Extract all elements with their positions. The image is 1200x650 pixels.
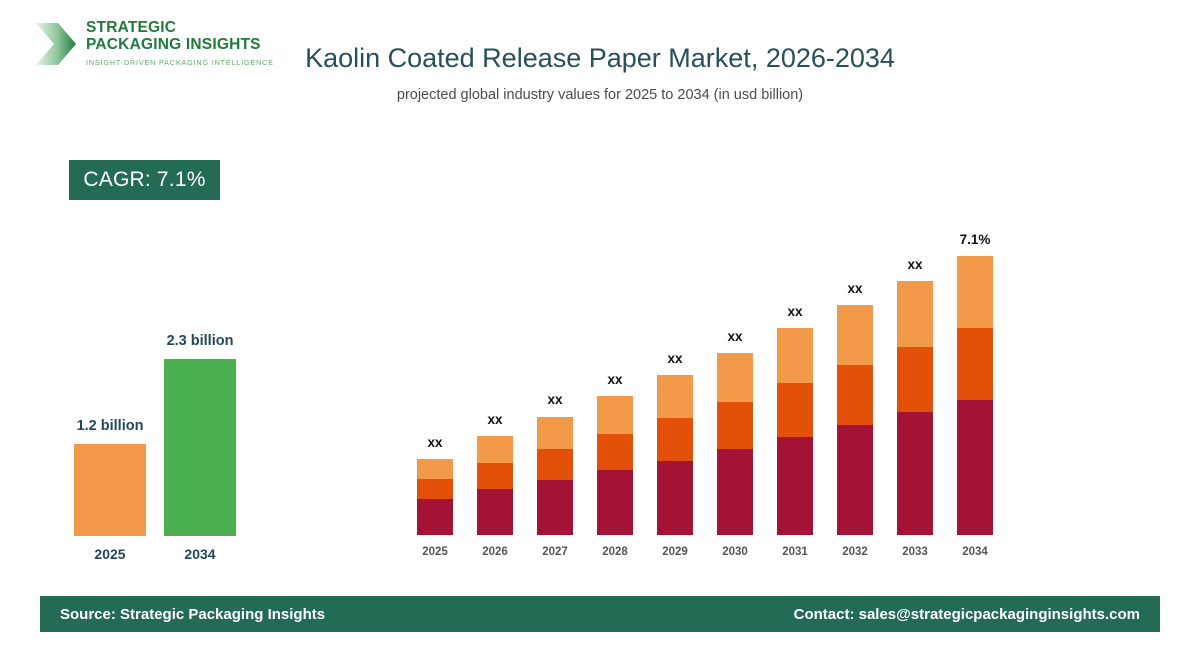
stacked-bar-value-label: xx — [547, 392, 563, 407]
stacked-bar-year-label: 2027 — [542, 546, 568, 558]
stacked-bar-segment-top — [957, 256, 993, 328]
stacked-bar-segment-middle — [777, 383, 813, 437]
stacked-bar-segment-bottom — [657, 461, 693, 535]
stacked-bar-year-label: 2030 — [722, 546, 748, 558]
stacked-bar-value-label: xx — [727, 329, 743, 344]
stacked-bar-value-label: xx — [607, 372, 623, 387]
stacked-bar-segment-top — [477, 436, 513, 463]
cagr-label: CAGR: 7.1% — [83, 168, 206, 191]
stacked-bar-year-label: 2026 — [482, 546, 508, 558]
stacked-bar-segment-middle — [597, 434, 633, 470]
footer-contact: Contact: sales@strategicpackaginginsight… — [793, 605, 1140, 623]
comparison-bar-group: 2.3 billion — [164, 333, 236, 536]
stacked-bar — [837, 305, 873, 535]
stacked-bar-year-label: 2031 — [782, 546, 808, 558]
page-title: Kaolin Coated Release Paper Market, 2026… — [305, 43, 895, 73]
stacked-bar-segment-middle — [957, 328, 993, 400]
stacked-bar-year-label: 2033 — [902, 546, 928, 558]
logo-line-2: PACKAGING INSIGHTS — [86, 35, 261, 53]
stacked-bar-segment-middle — [897, 347, 933, 412]
stacked-bar — [417, 459, 453, 535]
stacked-bar-segment-top — [597, 396, 633, 434]
logo-tagline: INSIGHT-DRIVEN PACKAGING INTELLIGENCE — [86, 58, 274, 67]
stacked-bar-value-label: xx — [847, 281, 863, 296]
page-subtitle: projected global industry values for 202… — [396, 87, 804, 103]
cagr-badge: CAGR: 7.1% — [69, 160, 220, 200]
brand-logo: STRATEGIC PACKAGING INSIGHTS INSIGHT-DRI… — [34, 18, 284, 80]
stacked-bar-segment-top — [417, 459, 453, 479]
stacked-bar — [957, 256, 993, 535]
comparison-bar-value-label: 1.2 billion — [76, 418, 144, 434]
stacked-bar-value-label: xx — [787, 304, 803, 319]
brand-logo-text: STRATEGIC PACKAGING INSIGHTS INSIGHT-DRI… — [86, 18, 274, 67]
stacked-bar — [657, 375, 693, 535]
logo-line-1: STRATEGIC — [86, 19, 177, 36]
stacked-bar-segment-bottom — [477, 489, 513, 535]
stacked-bar-segment-bottom — [537, 480, 573, 535]
stacked-bar-segment-bottom — [717, 449, 753, 535]
comparison-bar — [164, 359, 236, 536]
stacked-bar-segment-top — [657, 375, 693, 418]
stacked-bar-segment-top — [837, 305, 873, 365]
stacked-bar-year-label: 2034 — [962, 546, 988, 558]
stacked-bar-year-label: 2028 — [602, 546, 628, 558]
stacked-bar — [717, 353, 753, 535]
stacked-bar-segment-bottom — [417, 499, 453, 535]
stacked-bar-segment-bottom — [957, 400, 993, 535]
stacked-bar — [477, 436, 513, 535]
stacked-bar-year-label: 2032 — [842, 546, 868, 558]
stacked-bar-segment-middle — [537, 449, 573, 480]
stacked-bar-chart: xx 2025 xx 2026 xx 2027 xx 2028 xx 2029 xx 2030 xx 20… — [400, 180, 1020, 560]
stacked-bar-segment-bottom — [597, 470, 633, 535]
stacked-bar-year-label: 2025 — [422, 546, 448, 558]
stacked-bar-segment-middle — [657, 418, 693, 461]
stacked-bar-value-label: 7.1% — [959, 232, 991, 247]
stacked-bar-segment-top — [537, 417, 573, 449]
comparison-bar-year-label: 2034 — [184, 546, 216, 562]
comparison-bar — [74, 444, 146, 536]
stacked-bar-value-label: xx — [907, 257, 923, 272]
footer-bar: Source: Strategic Packaging Insights Con… — [40, 596, 1160, 632]
comparison-bar-chart: 1.2 billion 2025 2.3 billion 2034 — [50, 300, 300, 570]
stacked-bar-segment-top — [717, 353, 753, 402]
chevron-right-icon — [34, 21, 78, 67]
comparison-bar-value-label: 2.3 billion — [166, 333, 234, 349]
stacked-bar — [537, 416, 573, 535]
stacked-bar — [897, 281, 933, 535]
stacked-bar-segment-middle — [717, 401, 753, 450]
stacked-bar-segment-top — [897, 281, 933, 347]
footer-source: Source: Strategic Packaging Insights — [60, 605, 326, 623]
stacked-bar-year-label: 2029 — [662, 546, 688, 558]
comparison-bar-group: 1.2 billion — [74, 336, 146, 536]
stacked-bar-segment-middle — [477, 463, 513, 489]
stacked-bar — [597, 396, 633, 535]
stacked-bar-segment-top — [777, 328, 813, 383]
stacked-bar-value-label: xx — [667, 351, 683, 366]
title-block: Kaolin Coated Release Paper Market, 2026… — [300, 40, 900, 103]
stacked-bar-value-label: xx — [427, 435, 443, 450]
stacked-bar-segment-bottom — [897, 412, 933, 535]
stacked-bar — [777, 328, 813, 535]
stacked-bar-segment-middle — [417, 479, 453, 499]
comparison-bar-year-label: 2025 — [94, 546, 126, 562]
stacked-bar-value-label: xx — [487, 412, 503, 427]
stacked-bar-segment-bottom — [837, 425, 873, 535]
stacked-bar-segment-middle — [837, 365, 873, 425]
stacked-bar-segment-bottom — [777, 437, 813, 535]
